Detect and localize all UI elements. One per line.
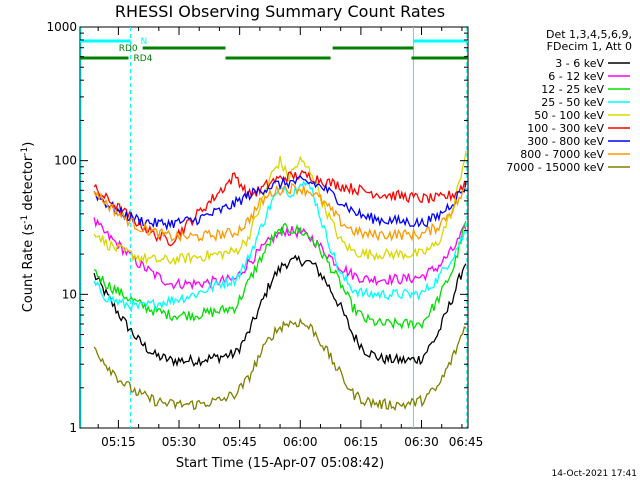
legend-entry-label: 12 - 25 keV (541, 83, 604, 96)
x-tick-label: 05:30 (162, 435, 197, 449)
legend-header-1: Det 1,3,4,5,6,9, (546, 28, 632, 41)
plot-frame (79, 26, 469, 429)
series-line (93, 180, 467, 313)
y-tick-label: 1000 (46, 20, 77, 34)
status-bar-label: N (141, 37, 148, 47)
legend-header-2: FDecim 1, Att 0 (547, 40, 632, 53)
x-tick-label: 06:00 (283, 435, 318, 449)
y-label-mid: detector (21, 155, 36, 215)
footer-timestamp: 14-Oct-2021 17:41 (552, 469, 637, 479)
x-tick-label: 05:45 (222, 435, 257, 449)
status-bar-label: RD0 (119, 44, 138, 54)
series-line (93, 183, 467, 243)
series-layer (93, 150, 467, 412)
series-line (93, 150, 467, 265)
y-axis: 1 10 100 1000 (46, 20, 468, 435)
legend-entry-label: 100 - 300 keV (527, 122, 604, 135)
chart-title: RHESSI Observing Summary Count Rates (115, 2, 445, 21)
legend-entry-label: 6 - 12 keV (548, 70, 604, 83)
y-tick-label: 1 (69, 421, 77, 435)
series-line (93, 217, 467, 291)
legend-entry-label: 7000 - 15000 keV (506, 161, 604, 174)
legend: Det 1,3,4,5,6,9, FDecim 1, Att 0 3 - 6 k… (506, 28, 632, 174)
series-line (93, 317, 467, 412)
y-tick-label: 10 (62, 287, 77, 301)
series-line (93, 175, 467, 232)
x-tick-label: 06:15 (344, 435, 379, 449)
x-tick-label: 05:15 (101, 435, 136, 449)
x-axis-label: Start Time (15-Apr-07 05:08:42) (176, 456, 384, 471)
legend-entry-label: 800 - 7000 keV (520, 148, 604, 161)
y-axis-label: Count Rate (s-1 detector-1) (20, 142, 36, 313)
series-line (93, 254, 467, 368)
series-line (93, 169, 467, 247)
x-axis: 05:15 05:30 05:45 06:00 06:15 06:30 06:45 (97, 27, 484, 449)
y-label-main: Count Rate (s (21, 224, 36, 313)
y-label-end: ) (21, 142, 36, 147)
status-bar-label: RD4 (134, 54, 153, 64)
legend-entry-label: 50 - 100 keV (534, 109, 604, 122)
y-label-sup2: -1 (20, 147, 30, 156)
x-tick-label: 06:30 (404, 435, 439, 449)
y-label-sup1: -1 (20, 215, 30, 224)
legend-entry-label: 25 - 50 keV (541, 96, 604, 109)
y-tick-label: 100 (54, 154, 77, 168)
x-tick-label: 06:45 (449, 435, 484, 449)
legend-entry-label: 3 - 6 keV (555, 57, 604, 70)
series-line (93, 220, 467, 331)
legend-entry-label: 300 - 800 keV (527, 135, 604, 148)
